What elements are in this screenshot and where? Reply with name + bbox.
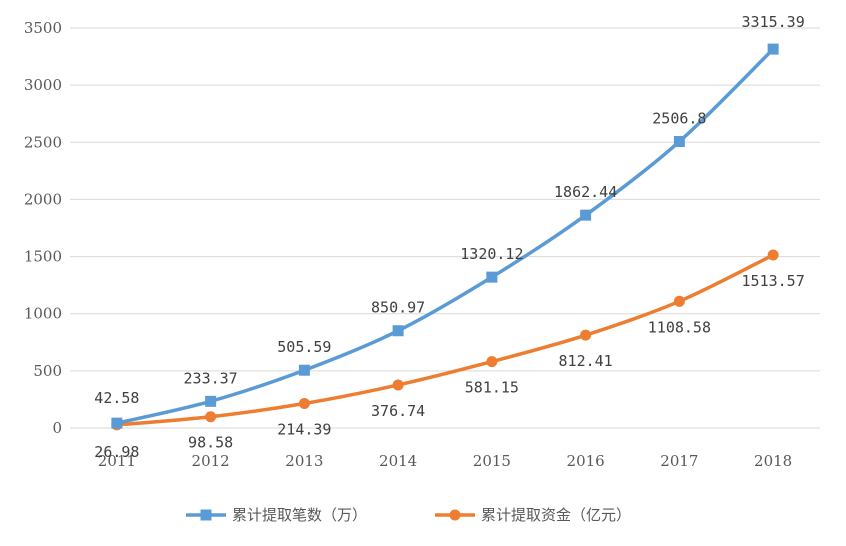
x-tick-label: 2012 xyxy=(192,452,230,470)
data-labels: 42.58 233.37 505.59 850.97 1320.12 1862.44 250… xyxy=(94,13,804,461)
data-point-circle xyxy=(767,249,779,261)
data-point-circle xyxy=(205,411,217,423)
data-label: 581.15 xyxy=(465,379,519,397)
data-label: 3315.39 xyxy=(742,13,805,31)
y-tick-label: 3000 xyxy=(24,76,62,94)
data-point-square xyxy=(486,271,498,283)
data-label: 98.58 xyxy=(188,434,233,452)
data-point-square xyxy=(298,364,310,376)
x-tick-label: 2013 xyxy=(285,452,323,470)
data-label: 233.37 xyxy=(184,369,238,387)
y-tick-label: 0 xyxy=(52,419,62,437)
x-tick-label: 2014 xyxy=(379,452,417,470)
data-point-circle xyxy=(486,356,498,368)
data-label: 214.39 xyxy=(277,420,331,438)
data-label: 26.98 xyxy=(94,443,139,461)
data-label: 2506.8 xyxy=(652,110,706,128)
data-point-square xyxy=(767,43,779,55)
legend: 累计提取笔数（万） 累计提取资金（亿元） xyxy=(186,506,631,524)
data-point-circle xyxy=(673,295,685,307)
legend-label: 累计提取笔数（万） xyxy=(232,506,367,524)
y-tick-label: 2000 xyxy=(24,190,62,208)
data-label: 1513.57 xyxy=(742,272,805,290)
y-tick-label: 500 xyxy=(33,362,62,380)
y-axis-ticks: 0 500 1000 1500 2000 2500 3000 3500 xyxy=(24,19,62,437)
data-label: 376.74 xyxy=(371,402,425,420)
x-tick-label: 2011 xyxy=(98,452,136,470)
y-tick-label: 2500 xyxy=(24,133,62,151)
legend-item-1: 累计提取笔数（万） xyxy=(186,506,367,524)
y-tick-label: 1500 xyxy=(24,248,62,266)
data-point-circle xyxy=(392,379,404,391)
series-line-1 xyxy=(115,47,775,425)
legend-marker-circle xyxy=(449,509,461,521)
data-label: 42.58 xyxy=(94,389,139,407)
data-point-circle xyxy=(580,329,592,341)
data-point-square xyxy=(392,325,404,337)
data-point-square xyxy=(205,395,217,407)
data-label: 850.97 xyxy=(371,299,425,317)
x-axis-ticks: 2011 2012 2013 2014 2015 2016 2017 2018 xyxy=(98,452,792,470)
data-point-square xyxy=(673,136,685,148)
data-point-circle xyxy=(298,397,310,409)
x-tick-label: 2017 xyxy=(660,452,698,470)
y-tick-label: 1000 xyxy=(24,305,62,323)
data-label: 505.59 xyxy=(277,338,331,356)
x-tick-label: 2016 xyxy=(567,452,605,470)
series-lines xyxy=(111,43,779,431)
legend-item-2: 累计提取资金（亿元） xyxy=(435,506,631,524)
data-label: 1862.44 xyxy=(554,183,617,201)
data-point-square xyxy=(580,209,592,221)
x-tick-label: 2015 xyxy=(473,452,511,470)
data-label: 1108.58 xyxy=(648,318,711,336)
y-tick-label: 3500 xyxy=(24,19,62,37)
data-label: 812.41 xyxy=(559,352,613,370)
data-label: 1320.12 xyxy=(460,245,523,263)
x-tick-label: 2018 xyxy=(754,452,792,470)
gridlines xyxy=(70,27,820,429)
legend-marker-square xyxy=(200,509,212,521)
data-point-square xyxy=(111,417,123,429)
legend-label: 累计提取资金（亿元） xyxy=(481,506,631,524)
